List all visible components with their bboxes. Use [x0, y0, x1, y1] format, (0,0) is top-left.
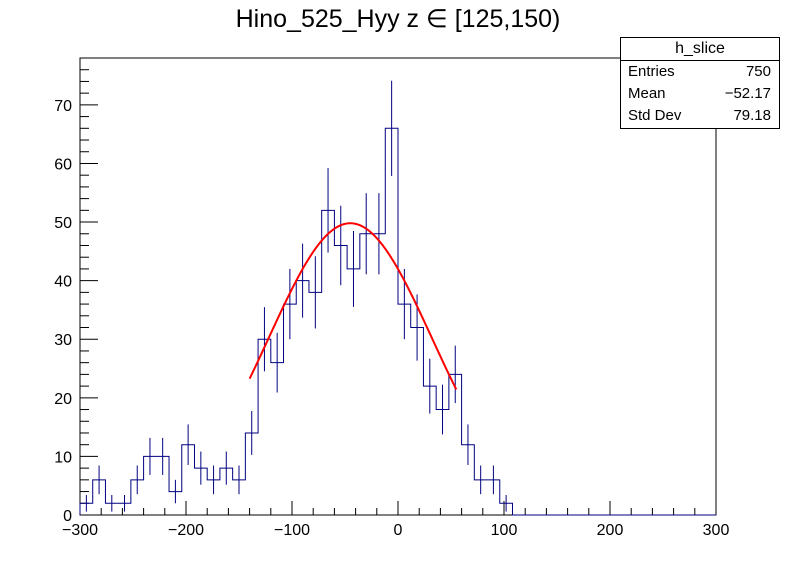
- x-tick-label: 100: [491, 522, 518, 539]
- stats-row-mean: Mean −52.17: [621, 83, 779, 105]
- x-tick-label: −100: [274, 522, 310, 539]
- y-tick-label: 40: [54, 274, 72, 291]
- y-tick-label: 30: [54, 332, 72, 349]
- stats-label: Std Dev: [628, 107, 682, 124]
- histogram-outline: [79, 127, 716, 516]
- stats-label: Entries: [628, 63, 675, 80]
- stats-label: Mean: [628, 85, 666, 102]
- x-tick-label: 0: [394, 522, 403, 539]
- stats-name: h_slice: [621, 38, 779, 61]
- stats-value: 79.18: [733, 107, 771, 124]
- y-tick-label: 70: [54, 98, 72, 115]
- y-tick-label: 60: [54, 156, 72, 173]
- stats-value: −52.17: [724, 85, 771, 102]
- chart-title: Hino_525_Hyy z ∈ [125,150): [235, 5, 561, 33]
- y-tick-label: 0: [63, 508, 72, 525]
- stats-box: h_slice Entries 750 Mean −52.17 Std Dev …: [620, 37, 780, 129]
- stats-row-stddev: Std Dev 79.18: [621, 105, 779, 127]
- fit-curve: [248, 222, 458, 390]
- x-tick-label: −300: [62, 522, 98, 539]
- x-tick-label: −200: [168, 522, 204, 539]
- y-tick-label: 10: [54, 449, 72, 466]
- y-tick-label: 20: [54, 391, 72, 408]
- stats-value: 750: [745, 63, 771, 80]
- x-tick-label: 200: [597, 522, 624, 539]
- y-tick-label: 50: [54, 215, 72, 232]
- x-tick-label: 300: [703, 522, 730, 539]
- stats-row-entries: Entries 750: [621, 61, 779, 83]
